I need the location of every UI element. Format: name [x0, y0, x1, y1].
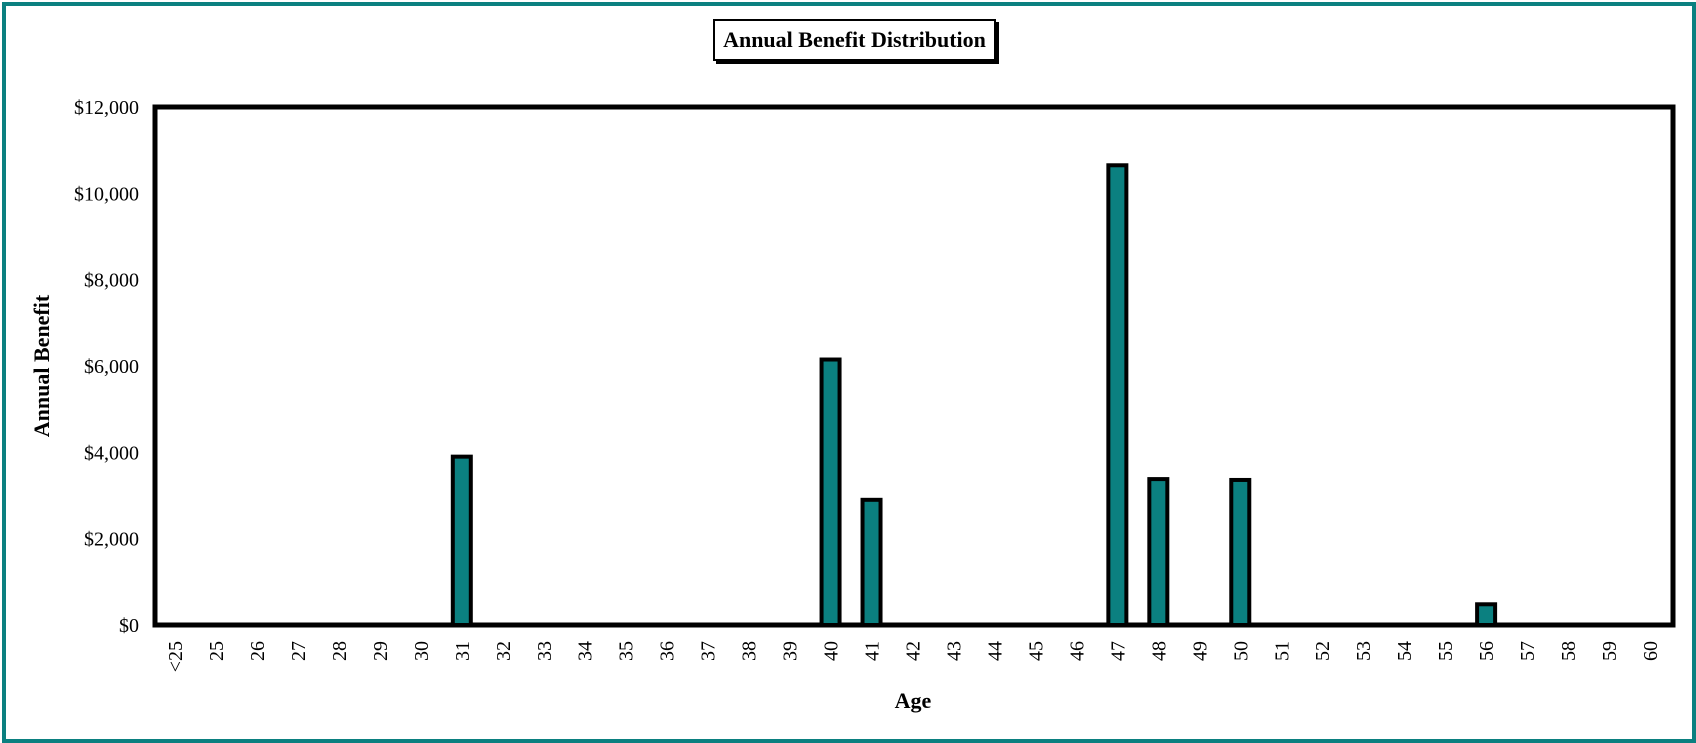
y-tick-label: $10,000 — [74, 183, 139, 205]
x-tick-label: 41 — [862, 641, 884, 661]
y-tick-label: $4,000 — [84, 442, 139, 464]
x-tick-label: 47 — [1107, 641, 1129, 661]
x-tick-label: 59 — [1599, 641, 1621, 661]
x-tick-label: 28 — [329, 641, 351, 661]
x-tick-label: 25 — [206, 641, 228, 661]
y-tick-label: $8,000 — [84, 270, 139, 292]
x-tick-label: 29 — [370, 641, 392, 661]
x-tick-label: 31 — [452, 641, 474, 661]
x-tick-label: 57 — [1517, 641, 1539, 661]
bar-47 — [1106, 163, 1129, 627]
bar-41 — [860, 497, 883, 628]
x-tick-label: 58 — [1558, 641, 1580, 661]
x-tick-label: 56 — [1476, 641, 1498, 661]
x-tick-label: 60 — [1640, 641, 1662, 661]
x-tick-label: 45 — [1025, 641, 1047, 661]
x-tick-label: 44 — [984, 641, 1006, 661]
bar-40 — [819, 357, 842, 627]
x-tick-label: 35 — [616, 641, 638, 661]
x-tick-label: 54 — [1394, 641, 1416, 661]
y-axis-ticks: $0 $2,000 $4,000 $6,000 $8,000 $10,000 $12,000 — [74, 97, 139, 637]
x-tick-label: 48 — [1148, 641, 1170, 661]
x-tick-label: 51 — [1271, 641, 1293, 661]
x-tick-label: 39 — [780, 641, 802, 661]
x-tick-label: 33 — [534, 641, 556, 661]
y-axis-label: Annual Benefit — [29, 294, 54, 437]
bar-48 — [1147, 477, 1170, 628]
x-tick-label: 49 — [1189, 641, 1211, 661]
x-tick-label: 36 — [657, 641, 679, 661]
x-tick-label: 53 — [1353, 641, 1375, 661]
x-tick-label: 38 — [739, 641, 761, 661]
x-tick-label: 32 — [493, 641, 515, 661]
y-tick-label: $6,000 — [84, 356, 139, 378]
bar-50 — [1229, 477, 1252, 627]
y-tick-label: $12,000 — [74, 97, 139, 119]
x-axis-ticks: <25 25 26 27 28 29 30 31 32 33 34 35 36 37 38 39 40 41 42 4… — [165, 641, 1662, 672]
x-tick-label: <25 — [165, 641, 187, 672]
bar-31 — [450, 454, 473, 627]
x-tick-label: 46 — [1066, 641, 1088, 661]
bars-group — [450, 163, 1498, 628]
bar-56 — [1475, 602, 1498, 628]
y-tick-label: $0 — [119, 615, 139, 637]
x-tick-label: 42 — [903, 641, 925, 661]
x-tick-label: 40 — [821, 641, 843, 661]
x-axis-label: Age — [895, 688, 932, 713]
x-tick-label: 52 — [1312, 641, 1334, 661]
x-tick-label: 27 — [288, 641, 310, 661]
chart-title: Annual Benefit Distribution — [713, 19, 996, 61]
plot-area — [152, 104, 1676, 628]
x-tick-label: 43 — [943, 641, 965, 661]
x-tick-label: 30 — [411, 641, 433, 661]
x-tick-label: 26 — [247, 641, 269, 661]
x-tick-label: 34 — [575, 641, 597, 661]
y-tick-label: $2,000 — [84, 529, 139, 551]
x-tick-label: 37 — [698, 641, 720, 661]
x-tick-label: 55 — [1435, 641, 1457, 661]
x-tick-label: 50 — [1230, 641, 1252, 661]
